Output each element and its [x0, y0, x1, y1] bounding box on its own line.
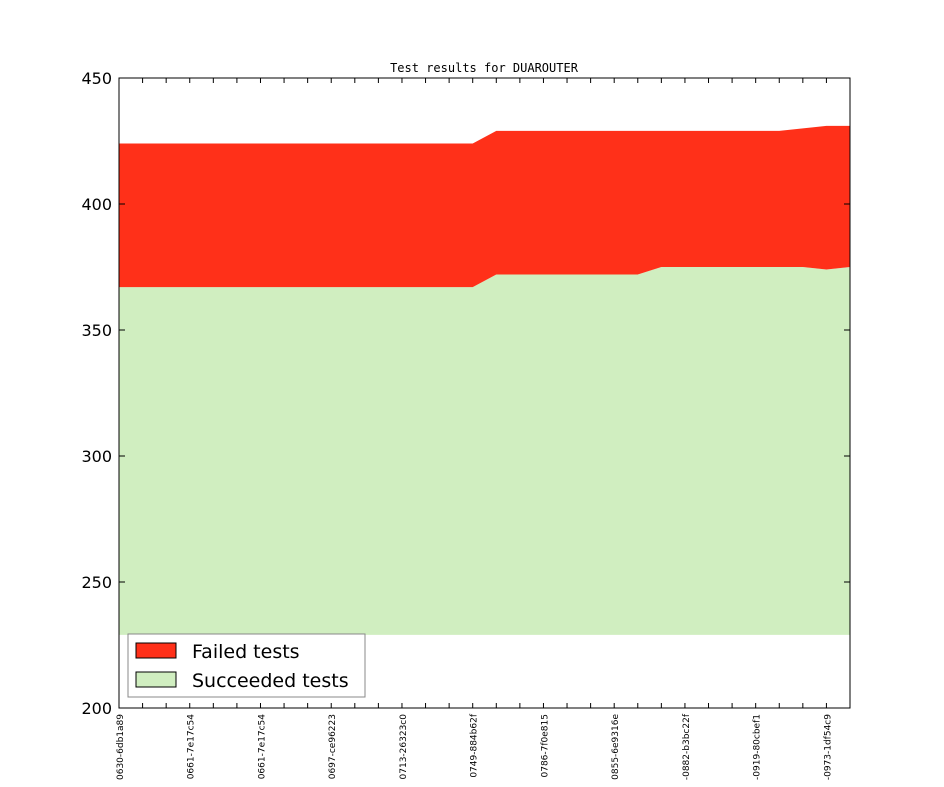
legend-swatch-failed: [135, 642, 177, 659]
x-tick-label: 0786-7f0e815: [540, 714, 550, 778]
x-tick-label: -0882-b3bc22f: [682, 713, 692, 780]
legend-swatch-succeeded: [135, 671, 177, 688]
x-tick-label: 0630-6db1a89: [116, 714, 126, 780]
legend: Failed tests Succeeded tests: [127, 633, 366, 698]
x-tick-label: -0973-1df54c9: [823, 714, 833, 780]
area-succeeded-tests: [119, 267, 850, 635]
x-tick-label: 0661-7e17c54: [257, 714, 267, 780]
x-tick-label: 0713-26323c0: [399, 714, 409, 780]
x-axis: 0630-6db1a89 0661-7e17c54 0661-7e17c54 0697…: [116, 78, 851, 780]
y-tick-label: 300: [81, 447, 112, 466]
x-tick-label: 0697-ce96223: [328, 714, 338, 779]
legend-label-failed: Failed tests: [192, 641, 300, 663]
y-tick-label: 450: [81, 69, 112, 88]
y-tick-label: 200: [81, 699, 112, 718]
y-tick-label: 400: [81, 195, 112, 214]
x-tick-label: -0919-80cbef1: [753, 714, 763, 780]
y-tick-label: 250: [81, 573, 112, 592]
x-tick-label: 0661-7e17c54: [187, 714, 197, 780]
y-tick-label: 350: [81, 321, 112, 340]
plot-frame: [118, 77, 851, 709]
area-series-group: [119, 125, 850, 635]
x-tick-label: 0749-884b62f: [470, 713, 480, 777]
area-failed-tests: [119, 125, 850, 288]
x-tick-label: 0855-6e9316e: [611, 714, 621, 780]
chart-title: Test results for DUAROUTER: [390, 61, 579, 75]
y-axis: 200 250 300 350 400 450: [81, 69, 850, 718]
legend-label-succeeded: Succeeded tests: [192, 670, 349, 692]
